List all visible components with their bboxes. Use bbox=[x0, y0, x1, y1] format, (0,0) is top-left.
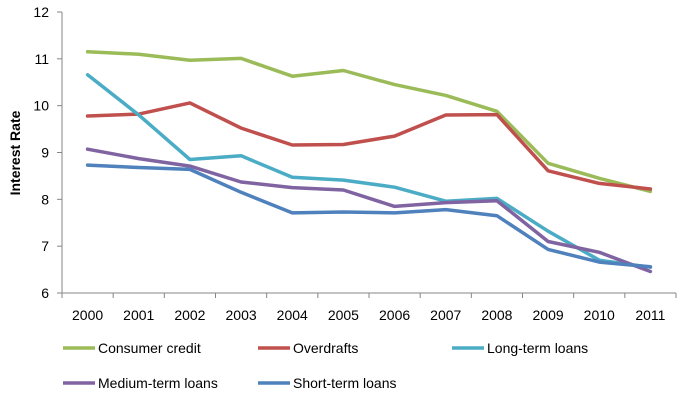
series-line-long-term-loans bbox=[85, 73, 653, 269]
legend: Consumer credit Overdrafts Long-term loans… bbox=[63, 340, 588, 391]
x-tick-label: 2000 bbox=[72, 307, 103, 323]
legend-label: Overdrafts bbox=[293, 340, 358, 356]
legend-label: Long-term loans bbox=[487, 340, 588, 356]
legend-item-consumer-credit: Consumer credit bbox=[63, 340, 201, 356]
x-tick-labels: 2000 2001 2002 2003 2004 2005 2006 2007 2008 2009… bbox=[61, 293, 677, 323]
y-axis-title: Interest Rate bbox=[7, 110, 23, 195]
legend-item-short-term-loans: Short-term loans bbox=[258, 375, 396, 391]
y-tick-label: 11 bbox=[34, 51, 49, 67]
legend-label: Short-term loans bbox=[293, 375, 396, 391]
x-tick-label: 2005 bbox=[328, 307, 359, 323]
series-lines bbox=[85, 50, 653, 274]
y-axis-title-group: Interest Rate bbox=[7, 110, 23, 195]
x-tick-label: 2006 bbox=[379, 307, 410, 323]
legend-label: Consumer credit bbox=[98, 340, 201, 356]
legend-item-medium-term-loans: Medium-term loans bbox=[63, 375, 218, 391]
legend-label: Medium-term loans bbox=[98, 375, 218, 391]
x-tick-label: 2011 bbox=[635, 307, 665, 323]
y-tick-label: 6 bbox=[41, 285, 49, 301]
y-tick-label: 10 bbox=[33, 98, 49, 114]
series-line-short-term-loans bbox=[85, 163, 653, 269]
legend-item-overdrafts: Overdrafts bbox=[258, 340, 358, 356]
x-tick-label: 2009 bbox=[533, 307, 564, 323]
x-tick-label: 2003 bbox=[226, 307, 257, 323]
series-line-overdrafts bbox=[85, 101, 653, 191]
series-line-consumer-credit bbox=[85, 50, 653, 194]
y-tick-label: 9 bbox=[41, 145, 49, 161]
y-tick-labels: 6 7 8 9 10 11 12 bbox=[33, 4, 62, 301]
legend-item-long-term-loans: Long-term loans bbox=[452, 340, 588, 356]
x-tick-label: 2004 bbox=[277, 307, 308, 323]
y-tick-label: 8 bbox=[41, 191, 49, 207]
series-line-medium-term-loans bbox=[85, 147, 653, 274]
x-tick-label: 2007 bbox=[430, 307, 461, 323]
x-tick-label: 2010 bbox=[584, 307, 615, 323]
y-tick-label: 7 bbox=[41, 238, 49, 254]
x-tick-label: 2002 bbox=[174, 307, 205, 323]
y-tick-label: 12 bbox=[33, 4, 49, 20]
x-tick-label: 2008 bbox=[481, 307, 512, 323]
x-tick-label: 2001 bbox=[123, 307, 154, 323]
